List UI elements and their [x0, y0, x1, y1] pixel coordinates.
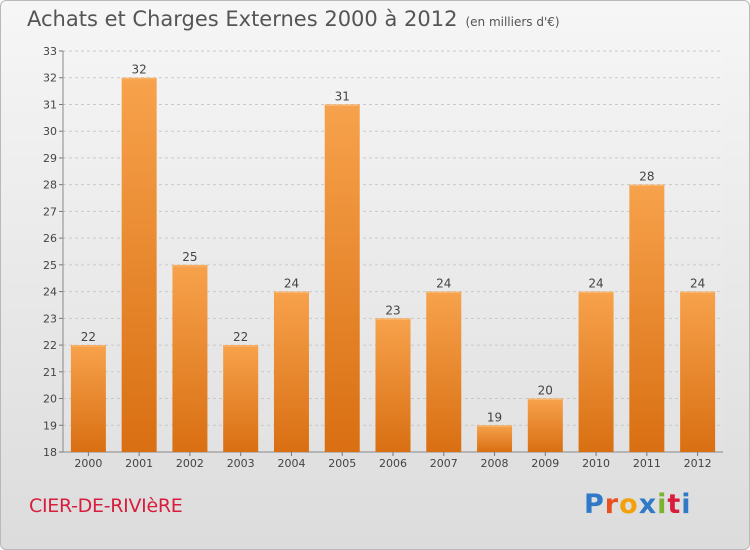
data-label: 25	[182, 250, 197, 264]
x-tick-label: 2006	[379, 457, 407, 470]
data-label: 24	[436, 277, 451, 291]
data-label: 24	[284, 277, 299, 291]
x-tick-label: 2009	[531, 457, 559, 470]
x-tick-label: 2008	[481, 457, 509, 470]
y-tick-label: 25	[43, 259, 57, 272]
data-label: 24	[588, 277, 603, 291]
bar	[680, 291, 716, 452]
bar	[578, 291, 614, 452]
logo-letter: t	[667, 489, 682, 520]
y-tick-label: 19	[43, 419, 57, 432]
bar	[426, 291, 462, 452]
bar	[375, 318, 411, 452]
y-tick-label: 20	[43, 393, 57, 406]
logo-letter: i	[657, 489, 668, 520]
logo-letter: o	[619, 489, 639, 520]
data-label: 22	[81, 330, 96, 344]
bar	[223, 345, 259, 452]
y-tick-label: 21	[43, 366, 57, 379]
chart-subtitle: (en milliers d'€)	[465, 15, 560, 29]
x-tick-label: 2005	[328, 457, 356, 470]
x-tick-label: 2003	[227, 457, 255, 470]
bar	[121, 77, 157, 452]
y-tick-label: 28	[43, 179, 57, 192]
commune-name: CIER-DE-RIVIèRE	[29, 495, 183, 517]
data-label: 24	[690, 277, 705, 291]
data-label: 23	[385, 303, 400, 317]
logo-letter: x	[638, 489, 658, 520]
x-tick-label: 2007	[430, 457, 458, 470]
y-tick-label: 24	[43, 286, 57, 299]
y-tick-label: 22	[43, 339, 57, 352]
bar	[477, 425, 513, 452]
data-label: 20	[538, 384, 553, 398]
data-label: 31	[335, 89, 350, 103]
logo-letter: i	[681, 489, 692, 520]
proxiti-logo: Proxiti	[584, 489, 692, 520]
x-tick-label: 2004	[277, 457, 305, 470]
data-label: 28	[639, 170, 654, 184]
y-tick-label: 30	[43, 125, 57, 138]
x-tick-label: 2012	[684, 457, 712, 470]
y-tick-label: 23	[43, 312, 57, 325]
chart-title-text: Achats et Charges Externes 2000 à 2012	[27, 7, 458, 31]
bar	[172, 264, 208, 452]
bar	[527, 398, 563, 452]
y-tick-label: 29	[43, 152, 57, 165]
y-tick-label: 31	[43, 98, 57, 111]
x-tick-label: 2002	[176, 457, 204, 470]
y-tick-label: 32	[43, 72, 57, 85]
x-tick-label: 2000	[74, 457, 102, 470]
logo-letter: P	[584, 489, 605, 520]
bar	[324, 104, 360, 452]
y-tick-label: 33	[43, 45, 57, 58]
bar	[273, 291, 309, 452]
y-tick-label: 18	[43, 446, 57, 459]
x-tick-label: 2001	[125, 457, 153, 470]
chart-title: Achats et Charges Externes 2000 à 2012 (e…	[27, 7, 560, 31]
data-label: 22	[233, 330, 248, 344]
data-label: 19	[487, 410, 502, 424]
x-tick-label: 2010	[582, 457, 610, 470]
y-tick-label: 27	[43, 205, 57, 218]
bar	[70, 345, 106, 452]
x-tick-label: 2011	[633, 457, 661, 470]
y-tick-label: 26	[43, 232, 57, 245]
bar	[629, 184, 665, 452]
logo-letter: r	[604, 489, 620, 520]
data-label: 32	[132, 63, 147, 77]
